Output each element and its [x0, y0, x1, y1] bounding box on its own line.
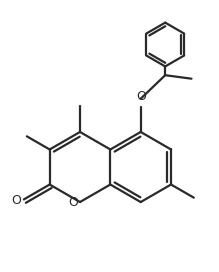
Text: O: O	[11, 194, 21, 207]
Text: O: O	[68, 196, 78, 209]
Text: O: O	[136, 90, 146, 103]
